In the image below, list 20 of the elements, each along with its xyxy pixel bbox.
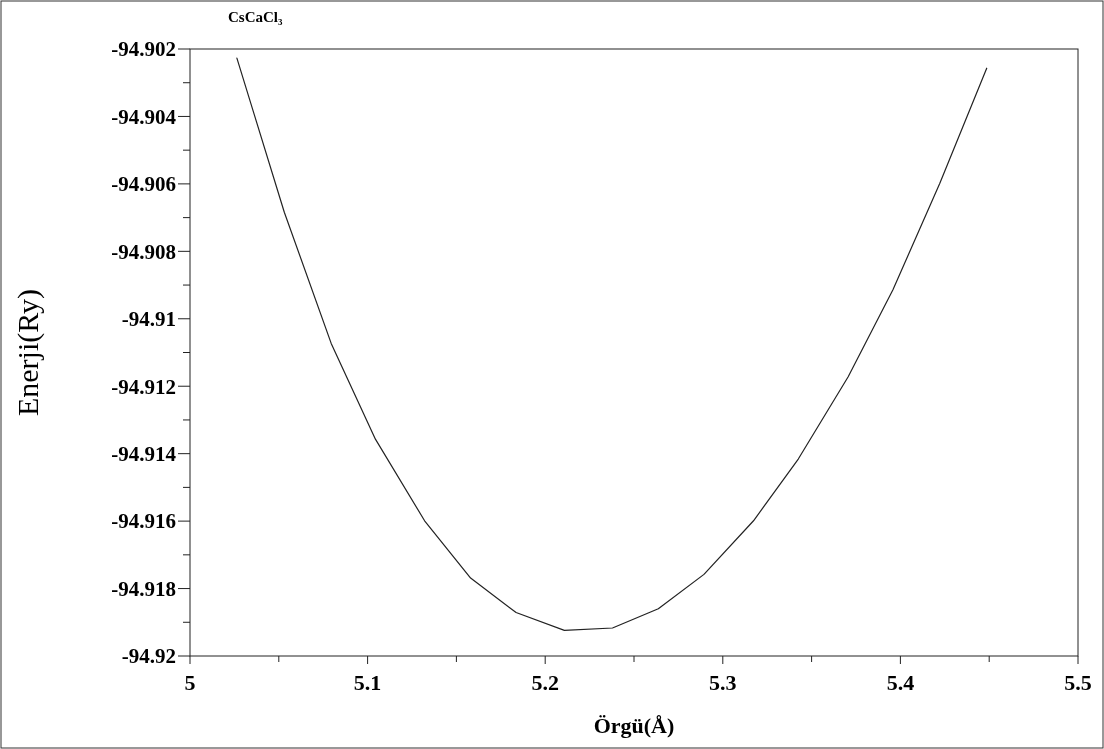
x-tick-label: 5.4 <box>886 670 915 695</box>
x-axis-title: Örgü(Å) <box>593 713 675 738</box>
y-tick-label: -94.918 <box>111 576 176 601</box>
y-tick-label: -94.92 <box>121 644 176 669</box>
y-tick-label: -94.908 <box>111 239 176 264</box>
x-tick-label: 5.2 <box>531 670 559 695</box>
x-tick-label: 5.1 <box>353 670 382 695</box>
x-tick-label: 5.5 <box>1064 670 1092 695</box>
y-tick-label: -94.904 <box>111 104 177 129</box>
y-tick-label: -94.91 <box>121 307 176 332</box>
y-axis-title: Enerji(Ry) <box>11 288 45 417</box>
y-tick-label: -94.902 <box>111 37 176 62</box>
y-tick-label: -94.916 <box>111 509 176 534</box>
y-tick-label: -94.912 <box>111 374 176 399</box>
x-tick-label: 5 <box>184 670 196 695</box>
x-tick-label: 5.3 <box>709 670 737 695</box>
y-tick-label: -94.914 <box>111 442 177 467</box>
chart-title: CsCaCl₃ <box>228 9 283 25</box>
y-tick-label: -94.906 <box>111 172 176 197</box>
line-series <box>236 57 988 631</box>
